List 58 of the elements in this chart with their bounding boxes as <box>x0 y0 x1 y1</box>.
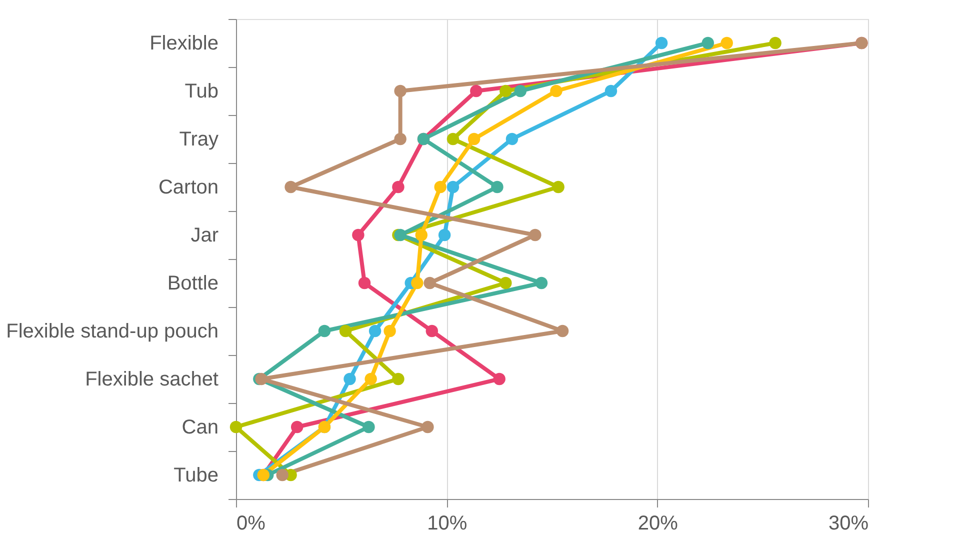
point <box>720 36 733 50</box>
point <box>529 228 542 242</box>
point <box>702 36 714 50</box>
point <box>506 132 518 146</box>
y-tick-label: Flexible stand-up pouch <box>6 320 218 342</box>
x-tick-label: 0% <box>236 512 266 534</box>
point <box>424 276 436 290</box>
point <box>384 324 396 338</box>
point <box>364 372 377 386</box>
point <box>394 132 406 146</box>
point <box>230 420 242 434</box>
point <box>284 180 297 194</box>
point <box>552 180 564 194</box>
point <box>276 468 288 482</box>
point <box>318 324 331 338</box>
point <box>434 180 446 194</box>
point <box>426 324 438 338</box>
x-tick-label: 10% <box>427 512 468 534</box>
y-tick-label: Tub <box>184 80 218 102</box>
point <box>514 84 527 98</box>
point <box>493 372 506 386</box>
y-tick-label: Can <box>182 416 218 438</box>
point <box>392 372 404 386</box>
y-tick-label: Jar <box>190 224 219 246</box>
point <box>491 180 504 194</box>
point <box>604 84 618 98</box>
point <box>415 228 428 242</box>
point <box>446 180 460 194</box>
point <box>500 84 512 98</box>
point <box>358 276 371 290</box>
x-tick-label: 20% <box>638 512 678 534</box>
x-tick-label: 30% <box>828 512 869 534</box>
point <box>438 228 451 242</box>
point <box>500 276 512 290</box>
point <box>339 324 352 338</box>
y-tick-label: Bottle <box>167 272 218 294</box>
point <box>446 132 460 146</box>
point <box>535 276 548 290</box>
point <box>556 324 569 338</box>
point <box>394 84 406 98</box>
point <box>550 84 562 98</box>
y-tick-label: Carton <box>158 176 218 198</box>
point <box>392 180 404 194</box>
point <box>470 84 482 98</box>
y-tick-label: Flexible sachet <box>85 368 219 390</box>
point <box>411 276 424 290</box>
point <box>422 420 434 434</box>
point <box>468 132 480 146</box>
point <box>368 324 382 338</box>
point <box>352 228 364 242</box>
point <box>362 420 375 434</box>
point <box>344 372 356 386</box>
point <box>655 36 668 50</box>
y-tick-label: Tube <box>174 464 218 486</box>
point <box>290 420 304 434</box>
point <box>769 36 782 50</box>
y-tick-label: Flexible <box>150 32 218 54</box>
y-tick-label: Tray <box>179 128 218 150</box>
